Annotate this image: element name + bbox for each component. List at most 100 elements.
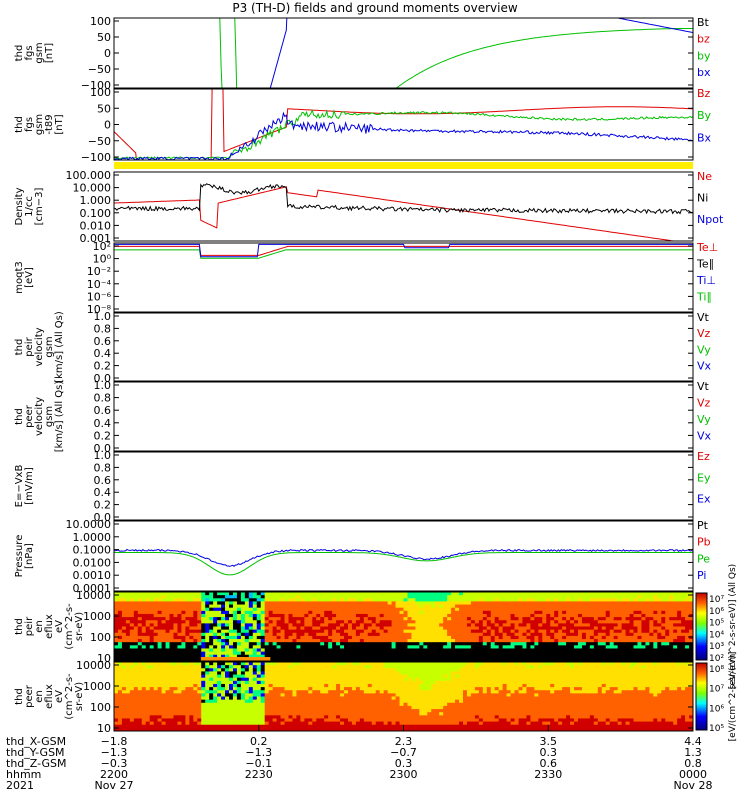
spectrogram-cell bbox=[391, 610, 396, 615]
spectrogram-cell bbox=[217, 635, 222, 640]
spectrogram-cell bbox=[153, 662, 159, 666]
spectrogram-cell bbox=[629, 607, 634, 612]
spectrogram-cell bbox=[173, 648, 178, 652]
spectrogram-cell bbox=[193, 690, 198, 694]
spectrogram-cell bbox=[248, 648, 254, 652]
spectrogram-cell bbox=[121, 715, 127, 719]
spectrogram-cell bbox=[470, 635, 476, 640]
spectrogram-cell bbox=[641, 598, 646, 602]
spectrogram-cell bbox=[427, 601, 432, 605]
spectrogram-cell bbox=[629, 629, 634, 634]
spectrogram-cell bbox=[407, 610, 412, 615]
spectrogram-cell bbox=[217, 613, 222, 618]
spectrogram-cell bbox=[470, 601, 476, 605]
spectrogram-cell bbox=[407, 696, 412, 701]
spectrogram-cell bbox=[133, 705, 139, 710]
spectrogram-cell bbox=[169, 592, 174, 596]
spectrogram-cell bbox=[272, 671, 277, 675]
spectrogram-cell bbox=[538, 610, 543, 615]
spectrogram-cell bbox=[609, 645, 615, 649]
spectrogram-cell bbox=[133, 677, 139, 682]
spectrogram-cell bbox=[355, 626, 361, 631]
spectrogram-cell bbox=[387, 610, 393, 615]
spectrogram-cell bbox=[236, 665, 242, 669]
spectrogram-cell bbox=[375, 674, 381, 679]
spectrogram-cell bbox=[197, 604, 202, 609]
spectrogram-cell bbox=[252, 715, 258, 719]
spectrogram-cell bbox=[367, 623, 373, 627]
spectrogram-cell bbox=[645, 592, 650, 596]
spectrogram-cell bbox=[256, 718, 262, 722]
spectrogram-cell bbox=[462, 617, 468, 621]
spectrogram-cell bbox=[252, 674, 258, 679]
spectrogram-cell bbox=[272, 607, 277, 612]
spectrogram-cell bbox=[665, 595, 670, 599]
spectrogram-cell bbox=[272, 696, 277, 701]
spectrogram-cell bbox=[145, 654, 151, 659]
spectrogram-cell bbox=[431, 674, 436, 679]
spectrogram-cell bbox=[205, 610, 210, 615]
spectrogram-cell bbox=[264, 645, 270, 649]
spectrogram-cell bbox=[387, 665, 393, 669]
spectrogram-cell bbox=[300, 635, 305, 640]
spectrogram-cell bbox=[145, 645, 151, 649]
spectrogram-cell bbox=[633, 604, 638, 609]
spectrogram-cell bbox=[328, 604, 333, 609]
spectrogram-cell bbox=[276, 639, 281, 643]
spectrogram-cell bbox=[304, 601, 309, 605]
spectrogram-cell bbox=[355, 632, 361, 637]
spectrogram-cell bbox=[137, 595, 143, 599]
spectrogram-cell bbox=[165, 690, 170, 694]
spectrogram-cell bbox=[661, 607, 666, 612]
spectrogram-cell bbox=[462, 642, 468, 646]
spectrogram-cell bbox=[121, 724, 127, 729]
spectrogram-cell bbox=[518, 613, 523, 618]
spectrogram-cell bbox=[407, 623, 412, 627]
spectrogram-cell bbox=[411, 690, 416, 694]
spectrogram-cell bbox=[347, 668, 353, 672]
spectrogram-cell bbox=[209, 620, 214, 624]
spectrogram-cell bbox=[177, 662, 182, 666]
spectrogram-cell bbox=[221, 671, 226, 675]
spectrogram-cell bbox=[336, 693, 341, 697]
spectrogram-cell bbox=[367, 724, 373, 729]
spectrogram-cell bbox=[209, 607, 214, 612]
spectrogram-cell bbox=[201, 712, 206, 716]
spectrogram-cell bbox=[173, 693, 178, 697]
spectrogram-cell bbox=[205, 674, 210, 679]
spectrogram-cell bbox=[149, 657, 155, 661]
spectrogram-cell bbox=[657, 620, 662, 624]
spectrogram-cell bbox=[248, 683, 254, 688]
spectrogram-cell bbox=[423, 683, 428, 688]
spectrogram-cell bbox=[685, 604, 690, 609]
spectrogram-cell bbox=[288, 657, 293, 661]
spectrogram-cell bbox=[399, 598, 404, 602]
spectrogram-cell bbox=[574, 592, 579, 596]
spectrogram-cell bbox=[157, 677, 162, 682]
spectrogram-cell bbox=[367, 712, 373, 716]
spectrogram-cell bbox=[419, 715, 424, 719]
spectrogram-cell bbox=[288, 715, 293, 719]
spectrogram-cell bbox=[415, 654, 420, 659]
spectrogram-cell bbox=[256, 690, 262, 694]
spectrogram-cell bbox=[332, 683, 337, 688]
spectrogram-cell bbox=[181, 598, 186, 602]
spectrogram-cell bbox=[308, 696, 313, 701]
spectrogram-cell bbox=[502, 592, 508, 596]
spectrogram-cell bbox=[601, 657, 607, 661]
spectrogram-cell bbox=[459, 613, 464, 618]
spectrogram-cell bbox=[248, 702, 254, 707]
spectrogram-cell bbox=[181, 639, 186, 643]
spectrogram-cell bbox=[137, 645, 143, 649]
spectrogram-cell bbox=[232, 690, 238, 694]
spectrogram-cell bbox=[359, 721, 365, 726]
spectrogram-cell bbox=[161, 662, 166, 666]
spectrogram-cell bbox=[534, 610, 539, 615]
spectrogram-cell bbox=[411, 687, 416, 691]
spectrogram-cell bbox=[165, 668, 170, 672]
spectrogram-cell bbox=[145, 671, 151, 675]
spectrogram-cell bbox=[669, 610, 674, 615]
spectrogram-cell bbox=[617, 626, 623, 631]
spectrogram-cell bbox=[149, 610, 155, 615]
spectrogram-cell bbox=[217, 632, 222, 637]
